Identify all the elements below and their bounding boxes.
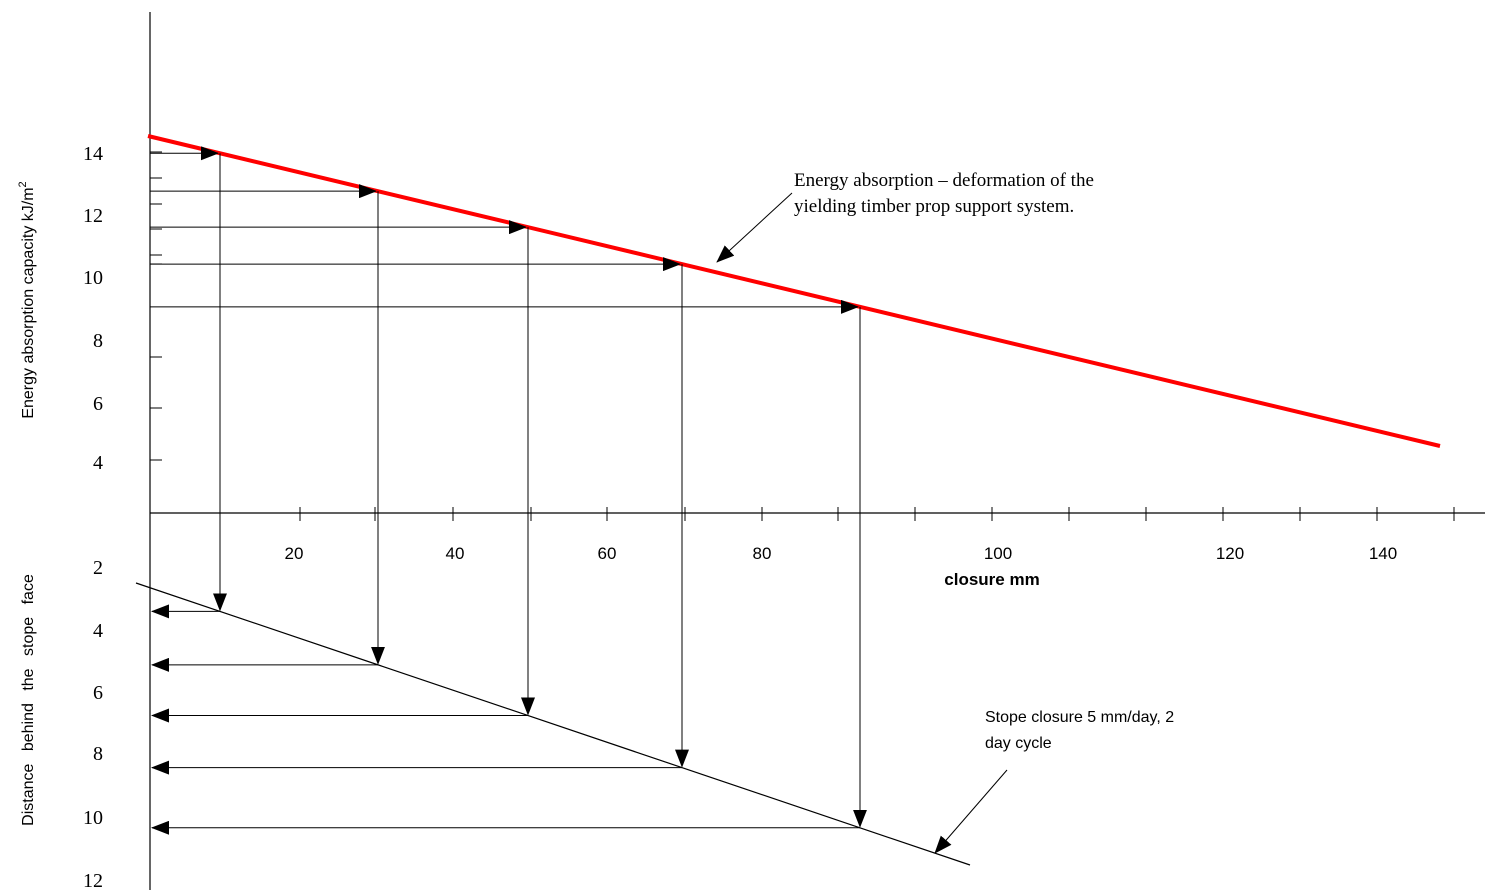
y-tick-label-bottom: 4 <box>93 620 103 642</box>
y-tick-label-top: 14 <box>83 143 103 165</box>
red-line-annotation-line1: Energy absorption – deformation of the <box>794 170 1094 191</box>
construction-arrows <box>150 146 867 835</box>
y-tick-label-bottom: 2 <box>93 557 103 579</box>
y-tick-label-bottom: 10 <box>83 807 103 829</box>
y-tick-label-bottom: 6 <box>93 682 103 704</box>
y-axis-label-bottom: Distance behind the stope face <box>20 574 37 826</box>
y-tick-label-top: 10 <box>83 267 103 289</box>
x-tick-label: 60 <box>598 544 617 563</box>
y-tick-label-bottom: 12 <box>83 870 103 892</box>
y-axis-label-top: Energy absorption capacity kJ/m2 <box>17 181 37 418</box>
y-tick-label-top: 4 <box>93 452 103 474</box>
x-axis-label: closure mm <box>944 570 1039 589</box>
black-line-annotation-line2: day cycle <box>985 735 1052 752</box>
black-line-annotation-line1: Stope closure 5 mm/day, 2 <box>985 709 1174 726</box>
tick-labels: 20 40 60 80 100 120 140 14 12 10 8 6 4 2 4 6 8 10 12 <box>83 143 1397 892</box>
red-line-annotation-pointer <box>716 192 793 263</box>
series-lines <box>135 134 1441 866</box>
x-tick-label: 120 <box>1216 544 1244 563</box>
black-line-annotation-pointer <box>934 769 1008 854</box>
series-line-stope-closure <box>135 582 971 866</box>
red-line-annotation-line2: yielding timber prop support system. <box>794 196 1074 217</box>
x-tick-label: 40 <box>446 544 465 563</box>
x-tick-label: 80 <box>753 544 772 563</box>
x-tick-label: 140 <box>1369 544 1397 563</box>
axes <box>149 12 1485 890</box>
x-tick-label: 20 <box>285 544 304 563</box>
y-tick-label-top: 12 <box>83 205 103 227</box>
tick-marks <box>150 151 1455 521</box>
x-tick-label: 100 <box>984 544 1012 563</box>
y-tick-label-top: 6 <box>93 393 103 415</box>
y-tick-label-bottom: 8 <box>93 743 103 765</box>
y-tick-label-top: 8 <box>93 330 103 352</box>
